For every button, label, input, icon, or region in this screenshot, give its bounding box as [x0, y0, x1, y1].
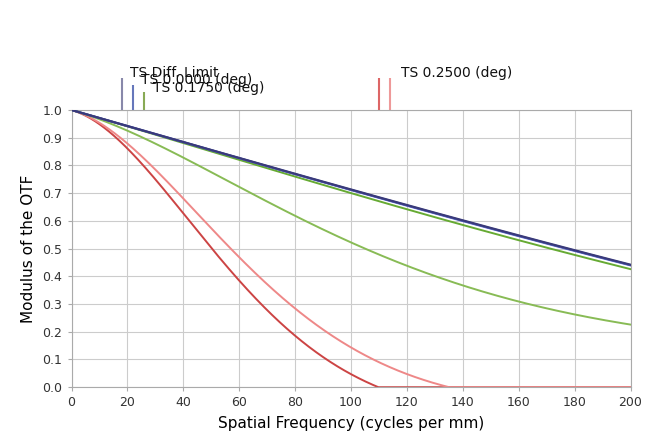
Text: TS 0.1750 (deg): TS 0.1750 (deg) — [153, 81, 264, 95]
X-axis label: Spatial Frequency (cycles per mm): Spatial Frequency (cycles per mm) — [218, 416, 484, 431]
Text: TS Diff. Limit: TS Diff. Limit — [130, 66, 218, 80]
Y-axis label: Modulus of the OTF: Modulus of the OTF — [21, 174, 36, 323]
Text: TS 0.0000 (deg): TS 0.0000 (deg) — [142, 73, 253, 87]
Text: TS 0.2500 (deg): TS 0.2500 (deg) — [401, 66, 513, 80]
